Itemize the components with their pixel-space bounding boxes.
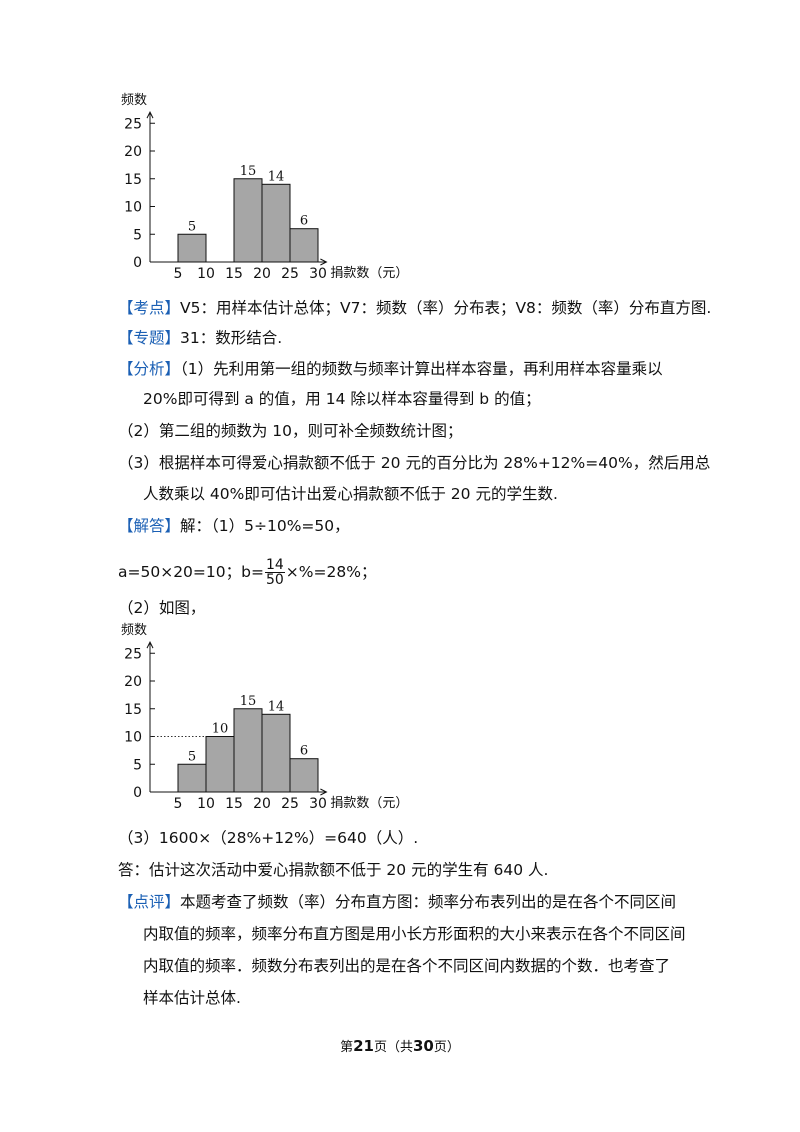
x-tick-label: 20: [253, 266, 271, 282]
dianping-line-1: 【点评】本题考查了频数（率）分布直方图：频率分布表列出的是在各个不同区间: [118, 892, 676, 912]
y-tick-label: 25: [124, 646, 142, 662]
y-tick-label: 5: [133, 757, 142, 773]
footer-page-number: 21: [353, 1037, 374, 1055]
bar-data-label: 15: [240, 694, 257, 709]
equation-line: a=50×20=10；b= 14 50 ×%=28%；: [118, 556, 376, 588]
y-tick-label: 10: [124, 200, 142, 216]
y-axis-label: 频数: [121, 623, 147, 638]
histogram-bar: [289, 758, 319, 793]
dianping-tag: 【点评】: [118, 893, 181, 911]
jieda-line-1: 【解答】解：（1）5÷10%=50，: [118, 516, 350, 536]
footer-post: 页）: [433, 1040, 460, 1055]
x-axis-label: 捐款数（元）: [330, 796, 408, 811]
histogram-bar: [289, 228, 319, 263]
y-tick-label: 25: [124, 116, 142, 132]
bar-data-label: 10: [212, 722, 229, 737]
dianping-text-1: 本题考查了频数（率）分布直方图：频率分布表列出的是在各个不同区间: [180, 893, 677, 911]
x-tick-label: 10: [197, 266, 215, 282]
eq-b-tail: ×%=28%；: [285, 563, 377, 581]
jieda-text-1: 解：（1）5÷10%=50，: [180, 517, 350, 535]
bar-data-label: 6: [300, 214, 308, 229]
histogram-chart-2: 频数捐款数（元） 0 5 10 15 20 25 5 10 15 20 25 30 5 10 15 14 6: [118, 623, 418, 812]
x-tick-label: 30: [309, 796, 327, 812]
jieda-text-3: （3）1600×（28%+12%）=640（人）.: [118, 829, 419, 847]
y-tick-label: 10: [124, 730, 142, 746]
kaodian-line: 【考点】V5：用样本估计总体；V7：频数（率）分布表；V8：频数（率）分布直方图…: [118, 298, 711, 318]
bar-data-label: 6: [300, 744, 308, 759]
y-tick-label: 20: [124, 674, 142, 690]
bar-data-label: 15: [240, 164, 257, 179]
histogram-bar: [233, 708, 263, 793]
histogram-bar: [205, 736, 235, 793]
fenxi-text-2: （2）第二组的频数为 10，则可补全频数统计图；: [118, 422, 463, 440]
y-tick-label: 0: [133, 255, 142, 271]
zhuanti-tag: 【专题】: [118, 329, 181, 347]
dianping-text-4: 样本估计总体.: [143, 989, 241, 1007]
histogram-chart-1: 频数捐款数（元） 0 5 10 15 20 25 5 10 15 20 25 30 5 15 14 6: [118, 93, 418, 282]
bar-data-label: 14: [268, 699, 285, 714]
jieda-tag: 【解答】: [118, 517, 181, 535]
dianping-text-2: 内取值的频率，频率分布直方图是用小长方形面积的大小来表示在各个不同区间: [143, 925, 686, 943]
footer-total-pages: 30: [413, 1037, 434, 1055]
x-tick-label: 30: [309, 266, 327, 282]
x-tick-label: 5: [174, 266, 183, 282]
histogram-bar: [177, 763, 207, 793]
fraction-denominator: 50: [265, 572, 284, 588]
fenxi-text-3a: （3）根据样本可得爱心捐款额不低于 20 元的百分比为 28%+12%=40%，…: [118, 454, 711, 472]
x-tick-label: 20: [253, 796, 271, 812]
y-tick-label: 0: [133, 785, 142, 801]
y-axis-arrow: [146, 641, 154, 649]
y-tick-label: 15: [124, 172, 142, 188]
kaodian-tag: 【考点】: [118, 299, 181, 317]
x-tick-label: 10: [197, 796, 215, 812]
x-tick-label: 25: [281, 266, 299, 282]
x-tick-label: 25: [281, 796, 299, 812]
fenxi-text-1b: 20%即可得到 a 的值，用 14 除以样本容量得到 b 的值；: [143, 390, 541, 408]
y-tick-label: 20: [124, 144, 142, 160]
y-axis-label: 频数: [121, 93, 147, 108]
histogram-bar: [261, 183, 291, 263]
footer-mid: 页（共: [373, 1040, 413, 1055]
zhuanti-text: 31：数形结合.: [180, 329, 283, 347]
footer-pre: 第: [340, 1040, 354, 1055]
x-tick-label: 5: [174, 796, 183, 812]
fraction: 14 50: [264, 557, 285, 588]
kaodian-text: V5：用样本估计总体；V7：频数（率）分布表；V8：频数（率）分布直方图.: [180, 299, 712, 317]
histogram-bar: [177, 233, 207, 263]
fenxi-tag: 【分析】: [118, 360, 181, 378]
jieda-text-2: （2）如图，: [118, 599, 206, 617]
bar-data-label: 5: [188, 219, 196, 234]
answer-text: 答：估计这次活动中爱心捐款额不低于 20 元的学生有 640 人.: [118, 861, 549, 879]
y-tick-label: 15: [124, 702, 142, 718]
x-axis-arrow: [320, 258, 328, 266]
fenxi-line-1: 【分析】（1）先利用第一组的频数与频率计算出样本容量，再利用样本容量乘以: [118, 359, 663, 379]
fenxi-text-3b: 人数乘以 40%即可估计出爱心捐款额不低于 20 元的学生数.: [143, 485, 558, 503]
fenxi-text-1a: （1）先利用第一组的频数与频率计算出样本容量，再利用样本容量乘以: [180, 360, 663, 378]
zhuanti-line: 【专题】31：数形结合.: [118, 328, 282, 348]
page-footer: 第21页（共30页）: [0, 1036, 800, 1055]
y-tick-label: 5: [133, 227, 142, 243]
bar-data-label: 5: [188, 749, 196, 764]
fraction-numerator: 14: [264, 557, 285, 573]
x-tick-label: 15: [225, 266, 243, 282]
eq-a: a=50×20=10；b=: [118, 563, 264, 581]
dianping-text-3: 内取值的频率．频数分布表列出的是在各个不同区间内数据的个数．也考查了: [143, 957, 671, 975]
x-tick-label: 15: [225, 796, 243, 812]
histogram-bar: [233, 178, 263, 263]
histogram-bar: [261, 713, 291, 793]
bar-data-label: 14: [268, 169, 285, 184]
y-axis-arrow: [146, 111, 154, 119]
x-axis-label: 捐款数（元）: [330, 266, 408, 281]
x-axis-arrow: [320, 788, 328, 796]
